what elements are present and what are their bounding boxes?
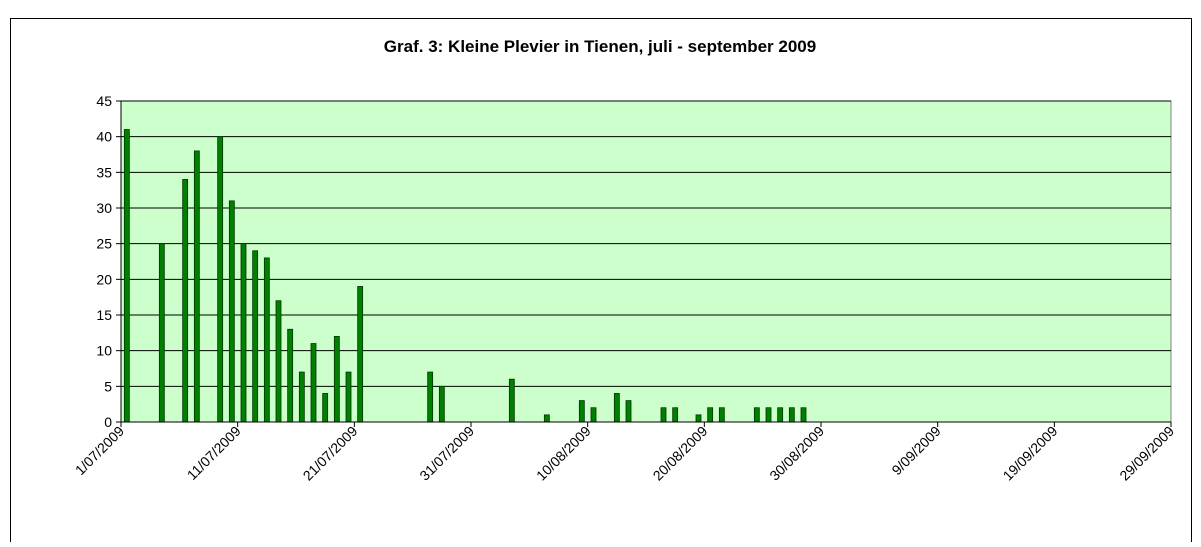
bar (508, 378, 515, 423)
bar (345, 371, 352, 423)
bar (240, 243, 247, 423)
y-tick-label: 25 (96, 236, 112, 252)
bar (228, 200, 235, 423)
bar (252, 250, 259, 423)
bar (765, 407, 772, 423)
bar (287, 328, 294, 423)
bar (123, 129, 130, 423)
y-tick-label: 35 (96, 164, 112, 180)
bar (707, 407, 714, 423)
bar (182, 179, 189, 423)
bar (800, 407, 807, 423)
bar (613, 393, 620, 423)
bar (660, 407, 667, 423)
bar (193, 150, 200, 423)
bar (578, 400, 585, 423)
y-tick-label: 45 (96, 93, 112, 109)
bar (263, 257, 270, 423)
bar (357, 286, 364, 423)
y-tick-label: 20 (96, 271, 112, 287)
y-tick-label: 5 (104, 378, 112, 394)
bar (625, 400, 632, 423)
bar (217, 136, 224, 423)
bar (718, 407, 725, 423)
bar (158, 243, 165, 423)
bar (438, 385, 445, 423)
bar (333, 335, 340, 423)
bar (322, 393, 329, 423)
y-tick-label: 10 (96, 343, 112, 359)
bar (590, 407, 597, 423)
bar (298, 371, 305, 423)
bar (275, 300, 282, 423)
plot-area (120, 100, 1172, 423)
bar (777, 407, 784, 423)
y-tick-label: 0 (104, 414, 112, 430)
y-tick-label: 30 (96, 200, 112, 216)
bar (672, 407, 679, 423)
bar (543, 414, 550, 423)
y-tick-label: 15 (96, 307, 112, 323)
bar (695, 414, 702, 423)
bar (427, 371, 434, 423)
bar (753, 407, 760, 423)
chart-title: Graf. 3: Kleine Plevier in Tienen, juli … (384, 37, 816, 56)
y-tick-label: 40 (96, 129, 112, 145)
bar (788, 407, 795, 423)
bar (310, 343, 317, 423)
